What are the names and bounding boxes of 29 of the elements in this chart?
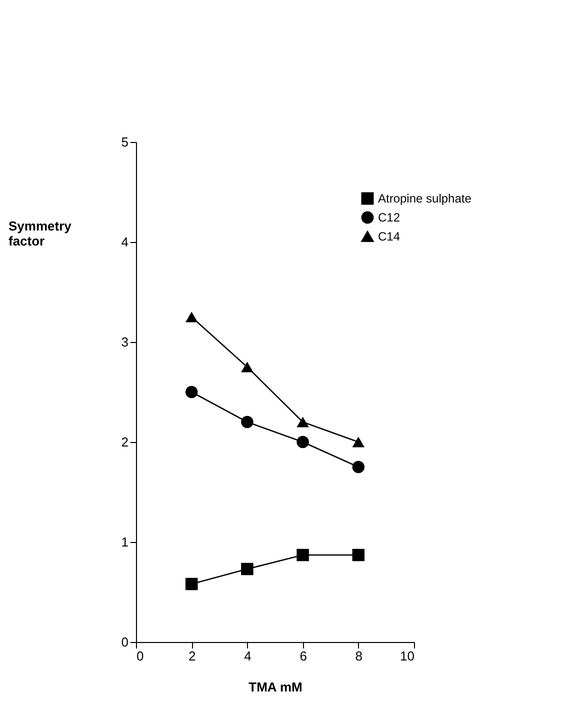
point	[241, 362, 254, 372]
y-tick-label: 5	[121, 134, 128, 150]
point	[185, 578, 198, 590]
y-axis-title: Symmetry factor	[8, 218, 72, 248]
legend-label: C14	[378, 230, 400, 244]
point	[185, 312, 198, 322]
y-tick-label: 3	[121, 334, 128, 350]
x-tick-label: 2	[188, 648, 196, 664]
y-tick-label: 4	[121, 234, 128, 250]
x-tick-label: 4	[244, 648, 252, 664]
legend-label: C12	[378, 210, 400, 224]
x-tick-label: 10	[400, 648, 414, 664]
x-tick-label: 6	[300, 648, 307, 664]
point	[296, 416, 309, 428]
point	[241, 416, 254, 428]
point	[241, 562, 254, 576]
point	[296, 548, 309, 562]
y-tick-label: 2	[121, 434, 128, 450]
point	[352, 460, 365, 474]
point	[352, 548, 365, 562]
x-tick-label: 8	[355, 648, 363, 664]
point	[296, 436, 309, 448]
x-tick-label: 0	[136, 648, 144, 664]
y-tick-label: 0	[121, 634, 128, 650]
y-tick-label: 1	[121, 534, 128, 550]
x-axis-title: TMA mM	[248, 680, 302, 694]
legend-label: Atropine sulphate	[378, 192, 472, 206]
point	[185, 386, 198, 398]
point	[352, 436, 365, 448]
